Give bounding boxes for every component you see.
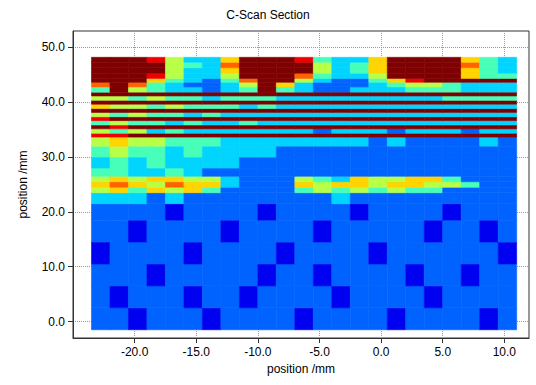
svg-text:30.0: 30.0 (42, 150, 66, 164)
svg-text:-20.0: -20.0 (121, 345, 149, 359)
svg-text:10.0: 10.0 (42, 260, 66, 274)
svg-text:position /mm: position /mm (267, 362, 335, 376)
svg-text:10.0: 10.0 (493, 345, 517, 359)
svg-text:40.0: 40.0 (42, 95, 66, 109)
svg-text:-15.0: -15.0 (183, 345, 211, 359)
svg-text:50.0: 50.0 (42, 40, 66, 54)
svg-text:0.0: 0.0 (48, 315, 65, 329)
svg-text:20.0: 20.0 (42, 205, 66, 219)
svg-text:5.0: 5.0 (434, 345, 451, 359)
svg-text:-5.0: -5.0 (309, 345, 330, 359)
svg-text:-10.0: -10.0 (244, 345, 272, 359)
svg-text:0.0: 0.0 (373, 345, 390, 359)
svg-text:C-Scan Section: C-Scan Section (226, 8, 309, 22)
svg-text:position /mm: position /mm (16, 150, 30, 218)
